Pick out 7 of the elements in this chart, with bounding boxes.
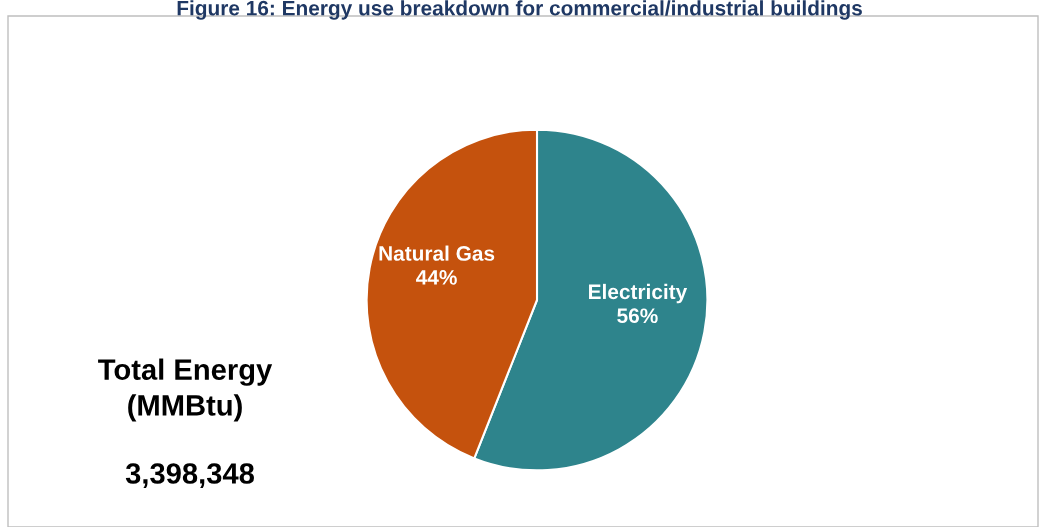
slice-label: Natural Gas — [379, 245, 495, 261]
text: 3,398,348 — [125, 463, 254, 489]
data-label: 44% — [416, 270, 457, 285]
data-label: 56% — [617, 308, 658, 324]
text: Total Energy (MMBtu) — [98, 358, 273, 422]
slice-label: Electricity — [589, 283, 688, 304]
chart-title: Figure 16: Energy use breakdown for commercial/industrial buildings — [177, 0, 862, 20]
